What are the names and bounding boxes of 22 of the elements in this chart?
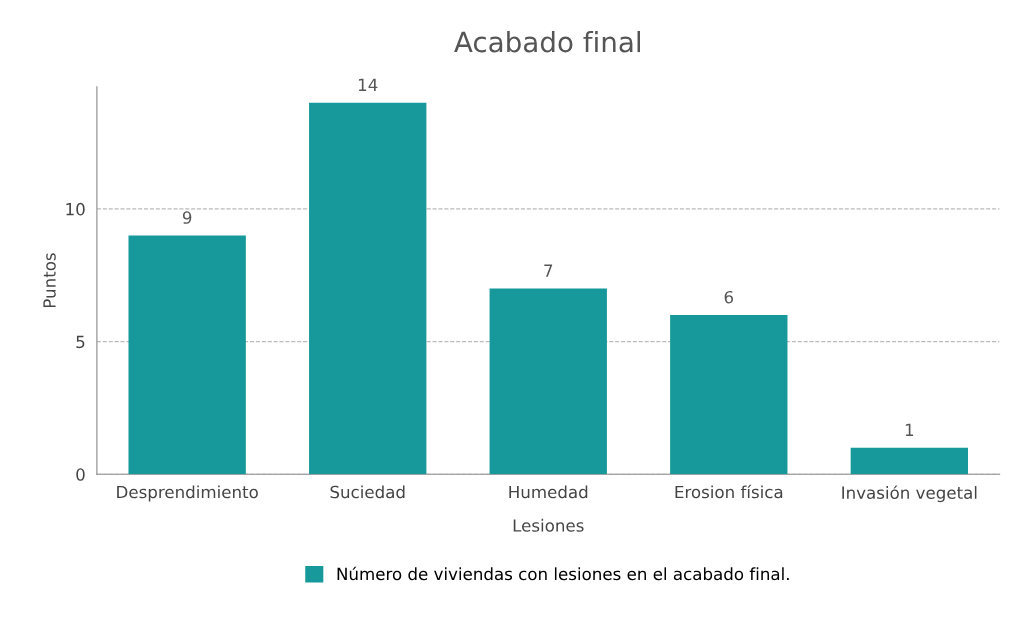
y-axis-title: Puntos xyxy=(43,253,56,308)
data-label: 9 xyxy=(182,211,192,224)
x-axis-title: Lesiones xyxy=(513,518,584,532)
x-tick-label: Invasión vegetal xyxy=(842,485,977,503)
y-tick-label: 5 xyxy=(76,335,85,349)
bar xyxy=(850,447,969,475)
x-tick-label: Suciedad xyxy=(330,485,405,499)
data-label: 14 xyxy=(358,78,378,91)
x-tick-label: Erosion física xyxy=(675,484,783,499)
y-tick-label: 0 xyxy=(76,468,85,481)
bar xyxy=(489,288,607,475)
x-tick-label: Desprendimiento xyxy=(117,485,258,502)
data-label: 7 xyxy=(544,264,553,277)
data-label: 1 xyxy=(905,423,914,436)
x-tick-label: Humedad xyxy=(509,485,588,499)
chart-title: Acabado final xyxy=(454,30,641,53)
legend-label: Número de viviendas con lesiones en el acabado final. xyxy=(337,566,789,581)
bar xyxy=(128,235,246,475)
data-label: 6 xyxy=(724,290,734,304)
bar xyxy=(670,315,788,475)
y-tick-label: 10 xyxy=(66,202,85,216)
bar xyxy=(309,102,427,475)
